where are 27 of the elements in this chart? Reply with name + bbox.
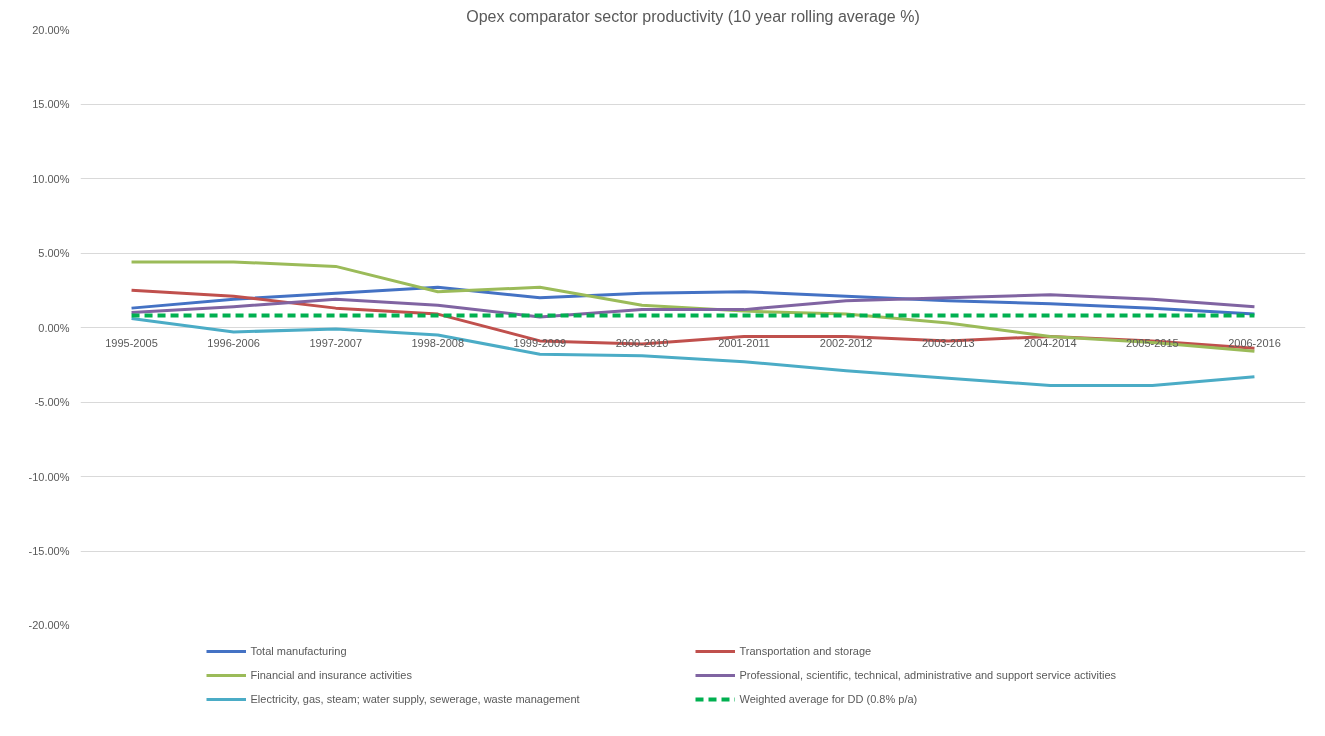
x-tick-label: 2005-2015 [1126, 336, 1179, 349]
legend-label: Professional, scientific, technical, administrative and support service activities [739, 669, 1118, 681]
legend-label: Total manufacturing [250, 645, 348, 657]
x-tick-label: 1995-2005 [105, 336, 158, 349]
x-tick-label: 2004-2014 [1023, 336, 1077, 349]
line-series [130, 293, 1256, 319]
x-tick-label: 2001-2011 [718, 336, 770, 349]
y-tick-label: 20.00% [32, 23, 70, 36]
legend-label: Electricity, gas, steam; water supply, sewerage, waste management [250, 693, 581, 705]
y-tick-label: 15.00% [32, 98, 70, 110]
legend-label: Financial and insurance activities [250, 669, 413, 681]
x-tick-label: 2006-2016 [1228, 336, 1281, 349]
legend-label: Transportation and storage [739, 645, 873, 657]
x-tick-label: 1996-2006 [207, 336, 260, 349]
y-tick-label: 5.00% [38, 247, 70, 259]
chart-title: Opex comparator sector productivity (10 year rolling average %) [466, 7, 920, 25]
x-tick-label: 2000-2010 [615, 336, 669, 349]
y-tick-label: 10.00% [32, 172, 70, 185]
y-tick-label: -5.00% [34, 396, 70, 408]
x-tick-label: 2002-2012 [819, 336, 873, 349]
y-tick-label: 0.00% [38, 321, 70, 334]
x-tick-label: 1997-2007 [309, 336, 363, 349]
x-tick-label: 1998-2008 [411, 336, 465, 349]
legend-label: Weighted average for DD (0.8% p/a) [739, 693, 919, 705]
y-tick-label: -10.00% [28, 470, 70, 483]
y-tick-label: -15.00% [28, 545, 70, 557]
y-tick-label: -20.00% [28, 618, 70, 631]
